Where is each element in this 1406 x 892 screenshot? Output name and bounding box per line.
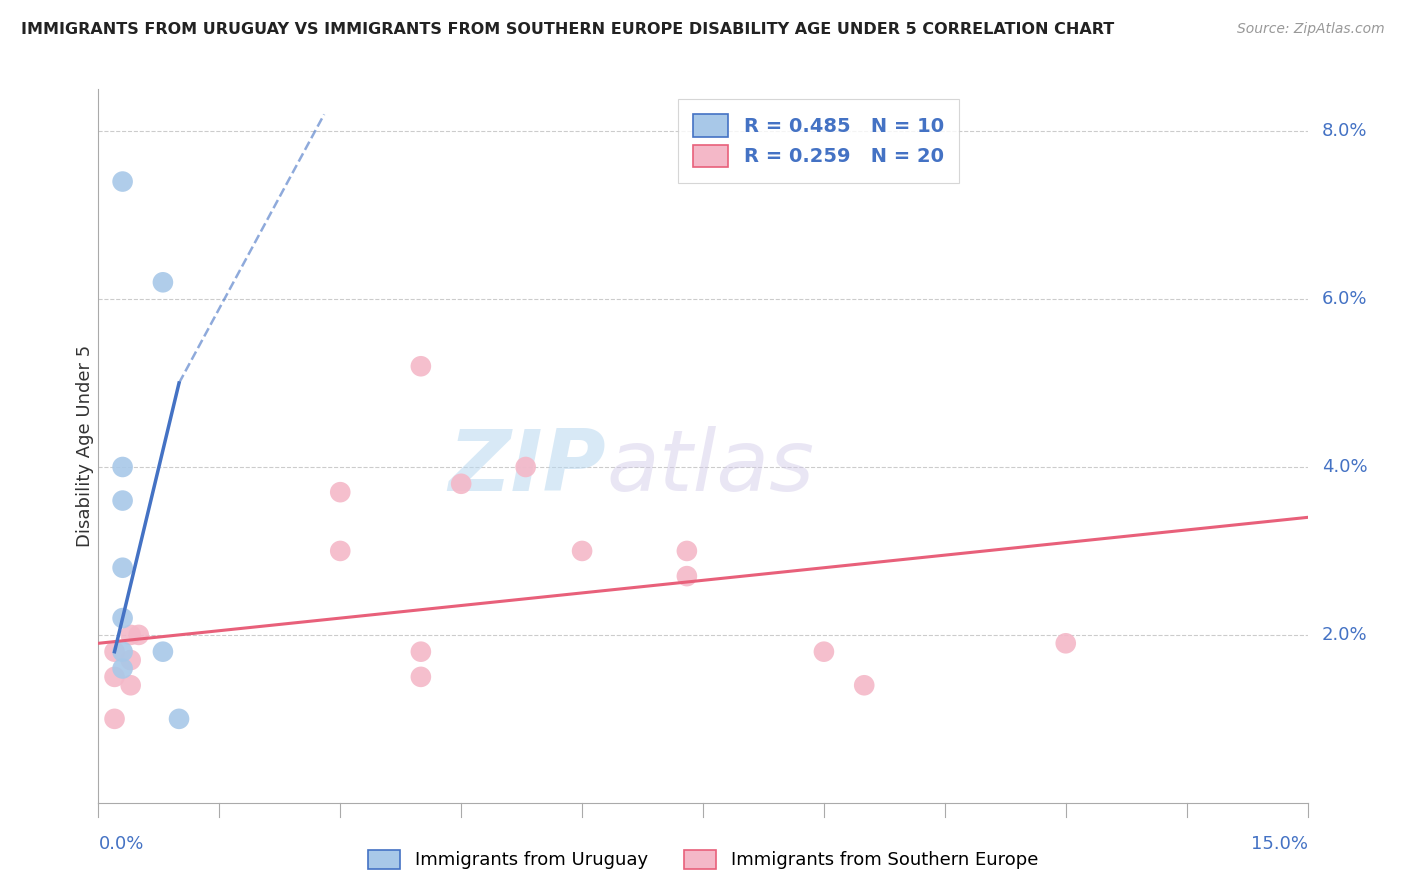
Point [111,661,134,675]
Point [120,653,142,667]
Point [111,460,134,475]
Text: ZIP: ZIP [449,425,606,509]
Point [329,485,352,500]
Point [571,544,593,558]
Point [103,645,125,659]
Point [120,628,142,642]
Legend: R = 0.485   N = 10, R = 0.259   N = 20: R = 0.485 N = 10, R = 0.259 N = 20 [678,99,959,183]
Point [853,678,876,692]
Point [676,569,699,583]
Point [167,712,190,726]
Text: Source: ZipAtlas.com: Source: ZipAtlas.com [1237,22,1385,37]
Point [409,670,432,684]
Point [111,175,134,189]
Y-axis label: Disability Age Under 5: Disability Age Under 5 [76,345,94,547]
Point [111,493,134,508]
Point [676,544,699,558]
Text: atlas: atlas [606,425,814,509]
Text: 8.0%: 8.0% [1322,122,1368,140]
Point [111,560,134,574]
Text: IMMIGRANTS FROM URUGUAY VS IMMIGRANTS FROM SOUTHERN EUROPE DISABILITY AGE UNDER : IMMIGRANTS FROM URUGUAY VS IMMIGRANTS FR… [21,22,1115,37]
Point [103,712,125,726]
Text: 15.0%: 15.0% [1250,835,1308,853]
Point [409,645,432,659]
Point [329,544,352,558]
Point [111,611,134,625]
Point [450,476,472,491]
Point [409,359,432,374]
Text: 0.0%: 0.0% [98,835,143,853]
Point [111,645,134,659]
Text: 2.0%: 2.0% [1322,626,1368,644]
Point [813,645,835,659]
Point [515,460,537,475]
Point [128,628,150,642]
Legend: Immigrants from Uruguay, Immigrants from Southern Europe: Immigrants from Uruguay, Immigrants from… [359,841,1047,879]
Point [152,645,174,659]
Point [120,678,142,692]
Point [1054,636,1077,650]
Point [103,670,125,684]
Point [152,275,174,289]
Text: 4.0%: 4.0% [1322,458,1368,476]
Text: 6.0%: 6.0% [1322,290,1368,308]
